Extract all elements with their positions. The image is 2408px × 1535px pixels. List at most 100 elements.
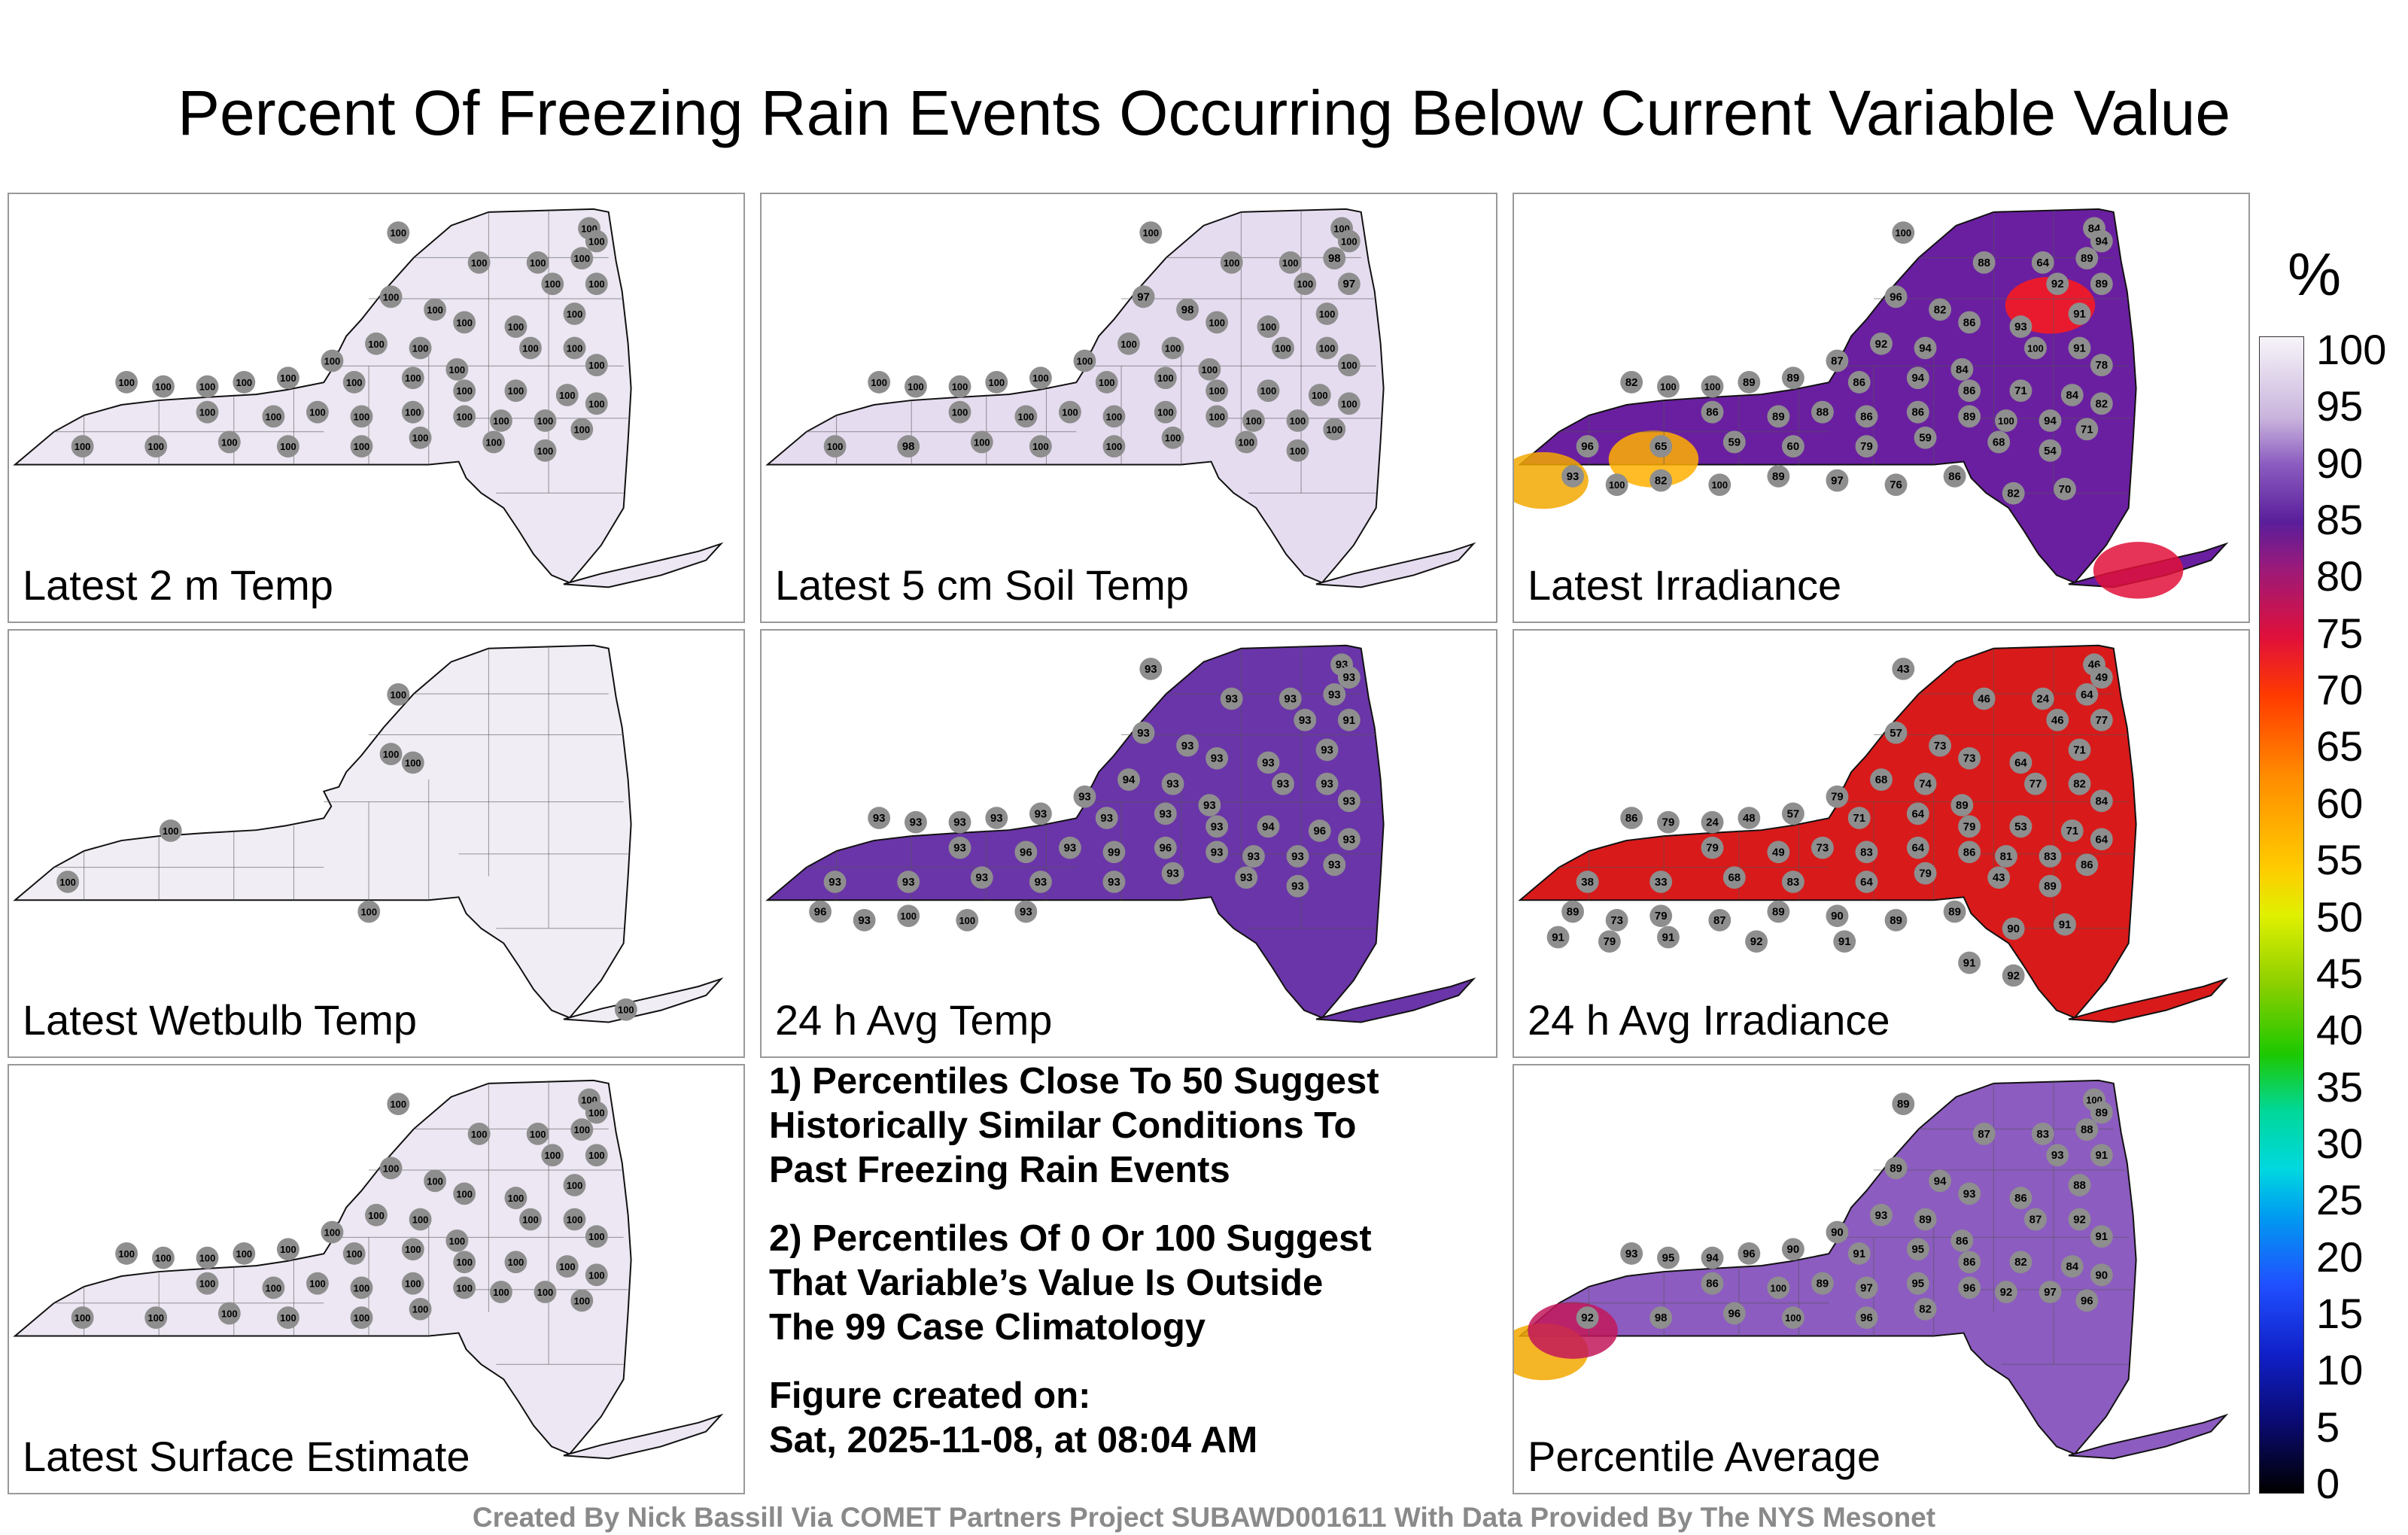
station-value-label: 95 [1911, 1278, 1924, 1290]
station-value-label: 100 [1275, 342, 1291, 354]
station-value-label: 86 [1963, 1257, 1976, 1269]
station-value-label: 43 [1993, 872, 2005, 884]
station-dot [115, 1242, 138, 1265]
colorbar-tick-label: 15 [2316, 1289, 2364, 1337]
station-value-label: 94 [1911, 372, 1924, 385]
station-value-label: 100 [588, 236, 605, 247]
station-dot [2060, 384, 2084, 406]
station-dot [1337, 828, 1361, 851]
station-value-label: 89 [2044, 881, 2057, 893]
station-dot [342, 1242, 366, 1265]
station-dot [1337, 392, 1361, 415]
station-value-label: 93 [1342, 834, 1355, 846]
station-dot [1014, 405, 1038, 428]
station-value-label: 92 [2073, 1214, 2086, 1226]
station-dot [570, 247, 594, 270]
station-value-label: 64 [2036, 257, 2049, 269]
station-dot [1826, 785, 1849, 808]
station-dot [1811, 400, 1834, 424]
station-dot [2090, 828, 2113, 851]
station-value-label: 73 [1963, 753, 1976, 765]
station-dot [1620, 1242, 1643, 1265]
station-value-label: 100 [1209, 317, 1225, 328]
station-value-label: 86 [1706, 1278, 1719, 1290]
colorbar-tick-label: 30 [2316, 1119, 2364, 1167]
station-dot [1722, 866, 1746, 889]
station-value-label: 100 [871, 377, 887, 388]
station-value-label: 98 [1655, 1312, 1668, 1324]
station-value-label: 53 [2014, 821, 2027, 833]
station-value-label: 100 [1290, 445, 1306, 457]
station-dot [534, 1281, 557, 1303]
station-value-label: 100 [354, 411, 370, 422]
station-value-label: 100 [952, 381, 968, 393]
station-dot [1855, 1276, 1878, 1299]
station-value-label: 100 [1341, 236, 1358, 247]
station-value-label: 93 [1145, 664, 1157, 676]
station-dot [1870, 332, 1893, 355]
station-value-label: 93 [953, 843, 966, 855]
station-dot [1701, 400, 1724, 424]
station-dot [2090, 709, 2113, 731]
station-dot [489, 409, 512, 432]
station-dot [350, 405, 373, 428]
station-value-label: 86 [1963, 847, 1976, 859]
station-value-label: 100 [588, 1231, 605, 1242]
station-value-label: 100 [567, 342, 583, 354]
station-dot [809, 900, 832, 923]
station-value-label: 64 [1912, 843, 1925, 855]
station-dot [1257, 751, 1280, 774]
panel-label: Latest 5 cm Soil Temp [775, 561, 1189, 609]
station-value-label: 100 [1895, 227, 1911, 239]
station-value-label: 100 [412, 433, 429, 444]
station-dot [853, 909, 876, 932]
station-dot [379, 285, 403, 309]
station-value-label: 100 [427, 304, 443, 315]
station-value-label: 100 [155, 1253, 172, 1264]
panel-label: Percentile Average [1528, 1433, 1881, 1480]
station-value-label: 100 [1704, 381, 1721, 393]
station-value-label: 46 [2051, 715, 2064, 727]
station-value-label: 100 [567, 1214, 583, 1225]
station-value-label: 100 [1312, 390, 1328, 401]
station-dot [585, 1263, 608, 1287]
station-value-label: 92 [2000, 1287, 2013, 1299]
station-dot [1855, 840, 1878, 864]
station-value-label: 82 [2095, 398, 2108, 410]
station-dot [1102, 840, 1126, 864]
station-value-label: 89 [1919, 1214, 1932, 1226]
station-dot [2068, 336, 2091, 360]
station-dot [2060, 1255, 2084, 1278]
station-value-label: 93 [910, 817, 923, 829]
station-dot [541, 272, 564, 296]
station-value-label: 92 [1581, 1312, 1594, 1324]
station-value-label: 43 [1897, 664, 1910, 676]
station-value-label: 100 [199, 407, 216, 418]
colorbar-tick-label: 90 [2316, 439, 2364, 487]
station-dot [387, 1093, 410, 1116]
station-dot [1315, 302, 1339, 325]
station-value-label: 59 [1728, 436, 1741, 448]
station-value-label: 82 [2073, 779, 2086, 791]
station-dot [276, 1306, 299, 1330]
note-1-line-3: Past Freezing Rain Events [769, 1150, 1230, 1190]
station-dot [1781, 1238, 1804, 1261]
station-value-label: 100 [1341, 398, 1358, 409]
station-value-label: 100 [544, 278, 561, 290]
station-dot [1870, 1203, 1893, 1226]
station-dot [1958, 1276, 1981, 1299]
station-value-label: 77 [2029, 779, 2042, 791]
station-value-label: 100 [118, 1248, 135, 1260]
station-value-label: 33 [1655, 877, 1668, 889]
station-dot [321, 349, 344, 372]
station-value-label: 100 [1260, 321, 1277, 333]
state-outline [1518, 644, 2137, 1019]
station-value-label: 93 [1240, 872, 1253, 884]
station-value-label: 93 [1321, 744, 1333, 756]
station-value-label: 100 [1711, 479, 1728, 491]
station-dot [401, 1272, 424, 1295]
station-value-label: 89 [1890, 915, 1902, 927]
station-value-label: 100 [221, 1308, 238, 1319]
station-dot [71, 1306, 94, 1330]
